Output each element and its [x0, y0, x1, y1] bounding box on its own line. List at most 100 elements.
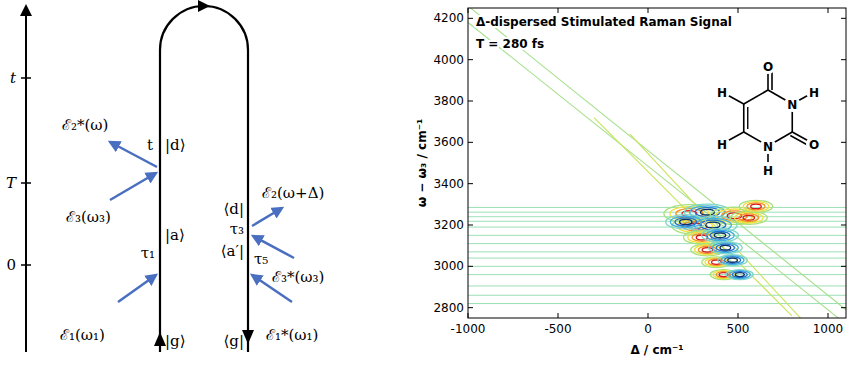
peak-contour — [728, 258, 738, 262]
peak-contour — [735, 213, 763, 223]
y-tick — [468, 266, 473, 267]
peak-contour — [714, 233, 725, 238]
atom-label: O — [763, 60, 773, 74]
y-tick-label: 3000 — [433, 259, 464, 273]
peak-contour — [743, 215, 754, 220]
peak-contour — [729, 271, 750, 279]
atom-label: O — [809, 138, 819, 152]
x-tick — [648, 8, 649, 13]
field-label: ℰ₃*(ω₃) — [272, 268, 324, 286]
x-tick-label: 0 — [644, 322, 652, 336]
chart-title: Δ-dispersed Stimulated Raman Signal — [476, 15, 732, 29]
horizontal-contour — [468, 212, 846, 213]
x-tick-label: 500 — [727, 322, 750, 336]
field-label: ℰ₃(ω₃) — [66, 208, 111, 226]
atom-label: H — [809, 86, 819, 100]
bond — [743, 104, 745, 132]
peak-contour — [732, 272, 747, 278]
field-label: ℰ₂*(ω) — [62, 116, 108, 134]
time-tick — [21, 182, 31, 184]
figure: tT0ℰ₁(ω₁)ℰ₁*(ω₁)ℰ₃(ω₃)ℰ₂*(ω)ℰ₂(ω+Δ)ℰ₃*(ω… — [0, 0, 856, 370]
horizontal-contour — [468, 258, 846, 259]
double-bond — [747, 107, 748, 129]
x-tick — [738, 8, 739, 13]
y-tick — [841, 142, 846, 143]
time-tick — [21, 264, 31, 266]
bra-label: τ₅ — [254, 250, 268, 268]
x-tick — [468, 8, 469, 13]
peak-contour — [739, 214, 759, 222]
peak-contour — [721, 256, 744, 265]
ket-label: τ₁ — [141, 244, 155, 262]
y-tick — [468, 307, 473, 308]
horizontal-contour — [468, 216, 846, 217]
field-label: ℰ₁(ω₁) — [60, 326, 105, 344]
peak-contour — [709, 242, 742, 254]
time-label: T — [6, 174, 17, 192]
horizontal-contour — [468, 221, 846, 222]
y-tick — [841, 18, 846, 19]
atom-patch — [714, 84, 730, 100]
horizontal-contour — [468, 243, 846, 244]
atom-label: N — [787, 98, 797, 112]
y-tick — [468, 59, 473, 60]
y-tick — [841, 307, 846, 308]
x-tick — [828, 8, 829, 13]
diagonal-contour — [594, 118, 792, 316]
diagonal-contour — [630, 134, 810, 318]
horizontal-contour — [468, 235, 846, 236]
y-tick — [468, 225, 473, 226]
x-tick — [648, 313, 649, 318]
peak-contour — [706, 230, 734, 240]
bond — [744, 90, 768, 104]
peak-contour — [706, 222, 720, 228]
time-label: t — [10, 69, 17, 87]
x-tick — [558, 8, 559, 13]
horizontal-contour — [468, 295, 846, 296]
field-label: ℰ₁*(ω₁) — [266, 326, 318, 344]
peak-contour — [743, 202, 769, 212]
time-tick — [21, 77, 31, 79]
atom-patch — [760, 162, 776, 178]
field-arrow — [252, 208, 282, 226]
y-axis-title: ω − ω₃ / cm⁻¹ — [415, 119, 429, 207]
time-axis-arrow — [20, 4, 32, 16]
plot-frame — [468, 8, 846, 318]
diagonal-contour — [468, 22, 846, 318]
x-tick-label: -500 — [544, 322, 571, 336]
atom-patch — [784, 96, 800, 112]
double-sided-diagram: tT0ℰ₁(ω₁)ℰ₁*(ω₁)ℰ₃(ω₃)ℰ₂*(ω)ℰ₂(ω+Δ)ℰ₃*(ω… — [6, 0, 324, 352]
peak-contour — [702, 229, 739, 242]
peak-contour — [735, 273, 744, 277]
y-tick-label: 3400 — [433, 177, 464, 191]
horizontal-contour — [468, 266, 846, 267]
atom-label: H — [717, 138, 727, 152]
molecule: OHHNHNOH — [714, 58, 822, 178]
y-tick — [468, 101, 473, 102]
atom-patch — [806, 136, 822, 152]
loop-arrow-top — [198, 0, 210, 12]
y-tick — [841, 101, 846, 102]
peak-contour — [710, 232, 730, 240]
annotation: T = 280 fs — [476, 37, 544, 51]
peak-contour — [730, 211, 767, 224]
peak-contour — [675, 218, 697, 226]
ket-label: t — [147, 136, 153, 154]
peak-contour — [747, 203, 765, 210]
peak-contour — [751, 204, 762, 209]
x-tick — [468, 313, 469, 318]
x-tick-label: 1000 — [813, 322, 844, 336]
atom-label: N — [763, 140, 773, 154]
y-tick — [841, 225, 846, 226]
ket-label: |d⟩ — [165, 136, 186, 154]
y-tick-label: 2800 — [433, 301, 464, 315]
y-tick — [468, 18, 473, 19]
atom-label: H — [763, 164, 773, 178]
horizontal-contour — [468, 285, 846, 286]
x-tick — [738, 313, 739, 318]
time-label: 0 — [6, 256, 16, 274]
bra-label: τ₃ — [230, 220, 244, 238]
y-tick — [841, 59, 846, 60]
atom-patch — [760, 58, 776, 74]
contour-loop — [160, 6, 248, 352]
